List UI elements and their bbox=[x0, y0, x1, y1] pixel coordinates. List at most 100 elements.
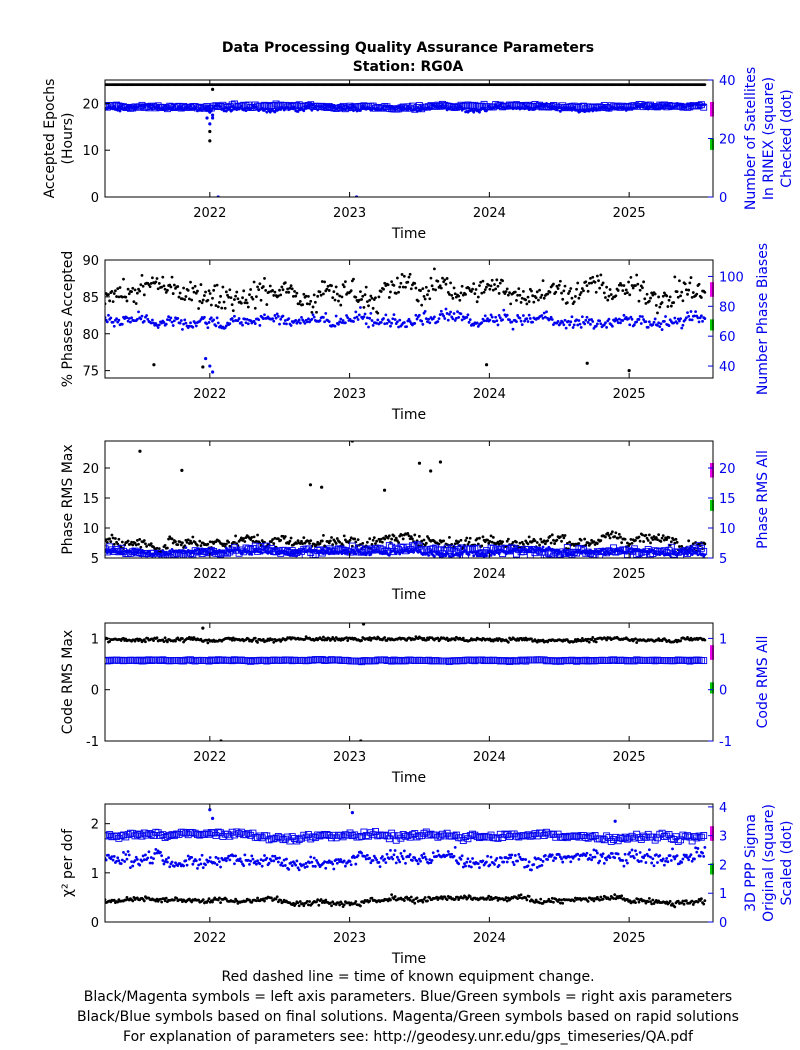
point-dot bbox=[112, 898, 116, 902]
point-dot bbox=[509, 302, 513, 306]
panel-2-marks bbox=[105, 267, 707, 374]
point-dot bbox=[481, 552, 485, 556]
point-square bbox=[300, 656, 308, 664]
point-dot bbox=[245, 317, 249, 321]
point-dot bbox=[421, 322, 425, 326]
point-square bbox=[309, 656, 317, 664]
point-dot bbox=[675, 540, 679, 544]
point-square bbox=[378, 104, 386, 112]
point-dot bbox=[108, 299, 112, 303]
point-dot bbox=[169, 285, 173, 289]
point-dot bbox=[679, 639, 682, 643]
point-dot bbox=[404, 285, 407, 289]
point-dot bbox=[310, 108, 314, 112]
point-dot bbox=[155, 323, 159, 327]
point-dot bbox=[341, 319, 345, 322]
point-dot bbox=[206, 899, 210, 903]
point-dot bbox=[144, 542, 147, 546]
point-dot bbox=[156, 326, 160, 329]
point-dot bbox=[274, 550, 278, 554]
point-dot bbox=[303, 321, 307, 325]
point-dot bbox=[126, 319, 130, 323]
point-dot bbox=[538, 105, 541, 108]
point-dot bbox=[562, 289, 566, 293]
point-dot bbox=[214, 324, 218, 328]
point-dot bbox=[105, 538, 108, 542]
point-dot bbox=[175, 896, 179, 900]
point-dot bbox=[182, 322, 185, 326]
point-dot bbox=[593, 106, 597, 110]
point-dot bbox=[176, 316, 180, 320]
point-square bbox=[392, 656, 400, 664]
point-dot bbox=[227, 540, 231, 544]
point-dot bbox=[602, 291, 606, 295]
point-dot bbox=[396, 320, 399, 324]
point-dot bbox=[464, 895, 468, 899]
point-dot bbox=[323, 901, 327, 905]
point-dot bbox=[429, 107, 433, 110]
point-square bbox=[443, 657, 451, 665]
point-dot bbox=[415, 317, 419, 321]
point-dot bbox=[467, 540, 471, 544]
point-dot bbox=[330, 536, 333, 539]
point-dot bbox=[238, 538, 242, 542]
point-dot bbox=[390, 893, 394, 897]
point-dot bbox=[339, 317, 343, 321]
point-square bbox=[684, 657, 691, 665]
point-dot bbox=[319, 293, 323, 297]
point-dot bbox=[359, 306, 362, 309]
point-dot bbox=[132, 550, 136, 554]
point-dot bbox=[472, 554, 476, 558]
point-square bbox=[263, 542, 271, 550]
point-dot bbox=[160, 285, 164, 289]
point-dot bbox=[569, 287, 573, 290]
point-dot bbox=[598, 319, 602, 323]
point-square bbox=[122, 656, 130, 664]
point-dot bbox=[140, 314, 144, 318]
point-dot bbox=[222, 109, 226, 113]
point-dot bbox=[138, 548, 142, 552]
point-dot bbox=[663, 538, 666, 542]
point-dot bbox=[320, 548, 324, 552]
point-dot bbox=[673, 550, 677, 554]
point-dot bbox=[371, 323, 375, 327]
point-dot bbox=[439, 309, 443, 313]
point-dot bbox=[556, 287, 560, 290]
point-dot bbox=[178, 291, 182, 295]
point-square bbox=[660, 657, 668, 665]
point-dot bbox=[279, 538, 283, 542]
point-dot bbox=[298, 542, 302, 545]
point-dot bbox=[424, 285, 428, 289]
point-square bbox=[533, 656, 541, 664]
point-dot bbox=[595, 274, 599, 278]
point-dot bbox=[338, 294, 342, 298]
point-dot bbox=[300, 539, 303, 543]
point-dot bbox=[152, 321, 155, 325]
point-dot bbox=[211, 900, 214, 904]
point-dot bbox=[172, 283, 176, 287]
point-dot bbox=[498, 316, 502, 320]
point-dot bbox=[521, 314, 525, 317]
point-dot bbox=[169, 551, 173, 555]
point-outlier bbox=[438, 460, 443, 464]
point-dot bbox=[504, 290, 508, 293]
point-dot bbox=[620, 548, 624, 552]
point-dot bbox=[594, 324, 598, 328]
point-dot bbox=[356, 538, 360, 542]
point-dot bbox=[256, 533, 259, 537]
point-square bbox=[570, 657, 578, 665]
point-dot bbox=[456, 310, 459, 314]
point-dot bbox=[686, 553, 689, 556]
point-dot bbox=[605, 638, 609, 642]
point-dot bbox=[392, 313, 396, 317]
point-dot bbox=[495, 896, 499, 900]
point-dot bbox=[114, 537, 117, 540]
rapid-marker bbox=[710, 285, 714, 290]
point-dot bbox=[467, 553, 471, 556]
point-dot bbox=[367, 550, 370, 554]
point-dot bbox=[414, 313, 418, 317]
point-dot bbox=[636, 282, 640, 286]
point-dot bbox=[230, 303, 234, 306]
y2-tick-label: 80 bbox=[719, 300, 736, 315]
point-dot bbox=[605, 285, 609, 289]
